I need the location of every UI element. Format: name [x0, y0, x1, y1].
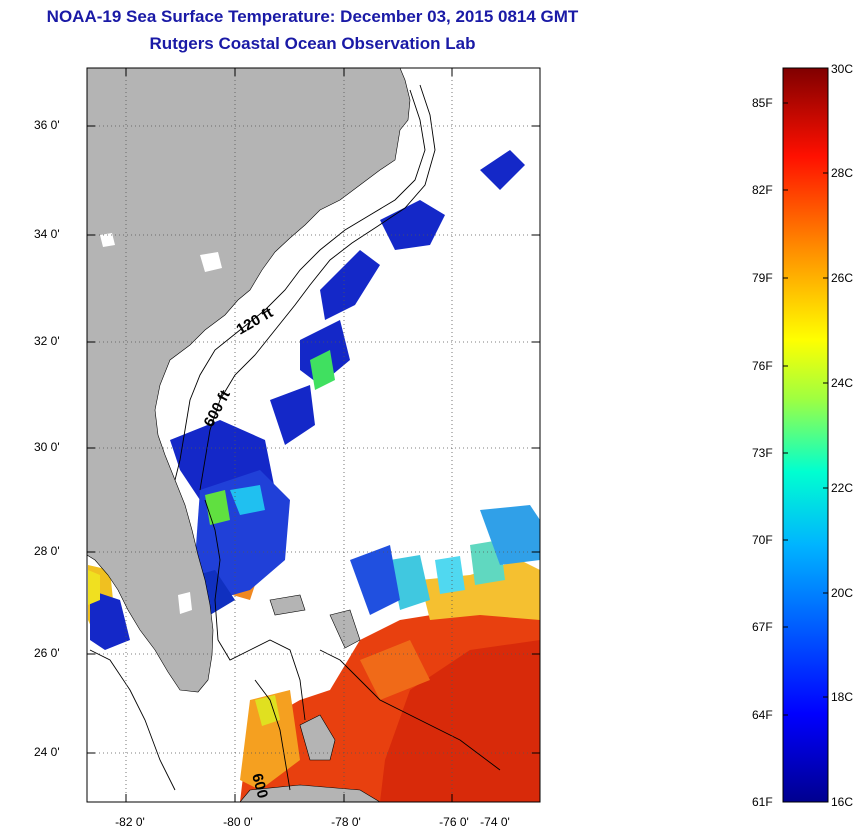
lat-label: 36 0': [34, 118, 60, 132]
map-subtitle: Rutgers Coastal Ocean Observation Lab: [149, 34, 476, 53]
colorbar-ticks: [783, 102, 828, 716]
colorbar-f-label: 64F: [752, 708, 773, 722]
lake: [100, 233, 115, 247]
lon-label: -82 0': [115, 815, 145, 829]
colorbar-c-label: 16C: [831, 795, 854, 809]
colorbar-c-label: 20C: [831, 586, 854, 600]
colorbar-c-label: 18C: [831, 690, 854, 704]
colorbar-f-label: 79F: [752, 271, 773, 285]
colorbar: [782, 67, 829, 803]
map-frame: [86, 67, 541, 803]
colorbar-f-label: 73F: [752, 446, 773, 460]
lat-label: 24 0': [34, 745, 60, 759]
colorbar-f-label: 61F: [752, 795, 773, 809]
colorbar-c-label: 26C: [831, 271, 854, 285]
lat-label: 32 0': [34, 334, 60, 348]
moderate-water-region: [88, 350, 465, 726]
land-mainland: [87, 68, 411, 693]
colorbar-c-label: 24C: [831, 376, 854, 390]
lat-label: 26 0': [34, 646, 60, 660]
lat-label: 30 0': [34, 440, 60, 454]
land-islands: [329, 609, 361, 649]
colorbar-c-label: 22C: [831, 481, 854, 495]
land-islands: [299, 714, 336, 761]
lake: [200, 252, 222, 272]
land-islands: [269, 594, 306, 616]
lake-okeechobee: [178, 592, 192, 614]
colorbar-f-label: 70F: [752, 533, 773, 547]
lat-label: 34 0': [34, 227, 60, 241]
colorbar-f-label: 85F: [752, 96, 773, 110]
colorbar-f-label: 76F: [752, 359, 773, 373]
colorbar-c-label: 30C: [831, 62, 854, 76]
map-title: NOAA-19 Sea Surface Temperature: Decembe…: [46, 7, 579, 26]
lon-label: -74 0': [480, 815, 510, 829]
colorbar-c-label: 28C: [831, 166, 854, 180]
lon-label: -78 0': [331, 815, 361, 829]
lon-label: -76 0': [439, 815, 469, 829]
bathymetry-contours: [89, 84, 501, 791]
colorbar-f-label: 82F: [752, 183, 773, 197]
lat-label: 28 0': [34, 544, 60, 558]
axis-ticks: [87, 68, 540, 802]
colorbar-f-label: 67F: [752, 620, 773, 634]
land-islands: [239, 784, 381, 802]
lon-label: -80 0': [223, 815, 253, 829]
